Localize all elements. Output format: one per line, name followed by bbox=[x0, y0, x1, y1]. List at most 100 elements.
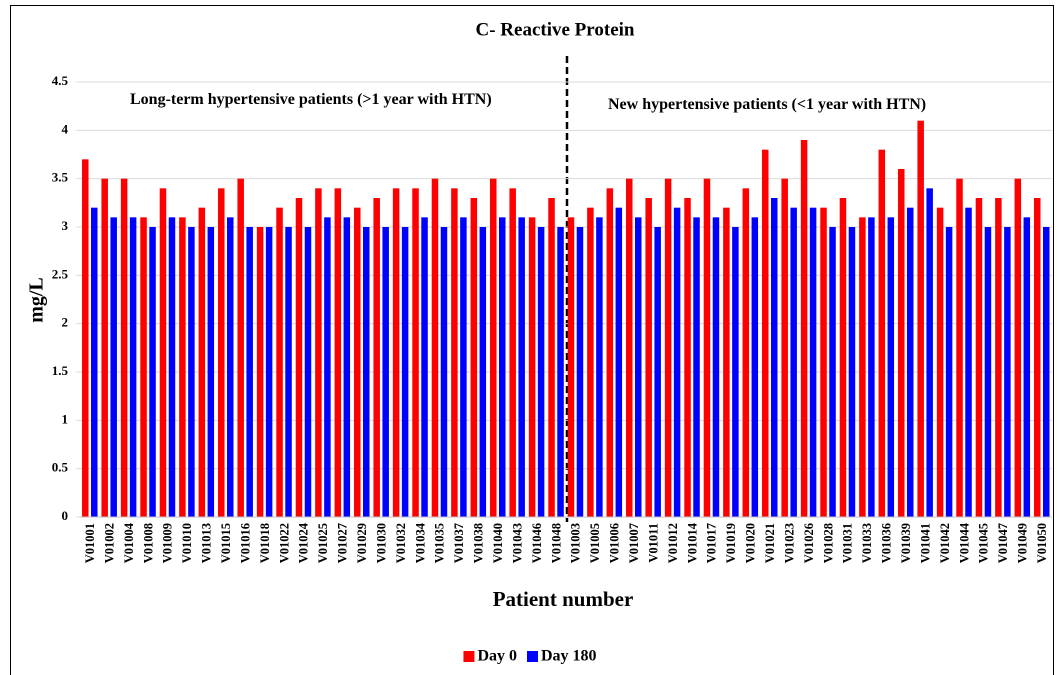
bar bbox=[800, 140, 808, 517]
x-tick-label: V01034 bbox=[413, 522, 427, 563]
x-tick-label: V01039 bbox=[899, 523, 913, 563]
x-tick-label: V01024 bbox=[297, 522, 311, 563]
y-tick-label: 0 bbox=[62, 508, 69, 523]
bar bbox=[596, 217, 603, 518]
x-tick-label: V01037 bbox=[452, 523, 466, 563]
bar bbox=[218, 188, 225, 518]
bar bbox=[421, 217, 428, 518]
x-tick-label: V01027 bbox=[336, 523, 350, 563]
y-tick-label: 4.5 bbox=[52, 73, 69, 88]
bar bbox=[673, 207, 681, 517]
bar bbox=[587, 207, 594, 517]
bar bbox=[848, 227, 856, 517]
x-tick-label: V01035 bbox=[433, 523, 447, 563]
bar bbox=[440, 227, 448, 517]
x-tick-label: V01031 bbox=[841, 523, 855, 563]
bar bbox=[354, 207, 361, 517]
bar bbox=[606, 188, 614, 518]
bar bbox=[179, 217, 186, 518]
bar bbox=[110, 217, 117, 518]
bar bbox=[761, 149, 769, 517]
bar bbox=[917, 120, 924, 518]
bar bbox=[956, 178, 963, 517]
legend-swatch bbox=[463, 651, 475, 662]
bar bbox=[518, 217, 525, 518]
bar bbox=[790, 207, 797, 517]
bar bbox=[859, 217, 866, 518]
bar bbox=[246, 227, 253, 517]
x-tick-label: V01020 bbox=[744, 523, 758, 563]
bar bbox=[451, 188, 458, 518]
bar bbox=[120, 178, 128, 517]
bar bbox=[382, 227, 389, 517]
x-tick-label: V01049 bbox=[1016, 523, 1030, 563]
bar bbox=[567, 217, 575, 518]
y-tick-label: 2.5 bbox=[52, 266, 69, 281]
x-tick-label: V01048 bbox=[549, 523, 563, 563]
bar bbox=[664, 178, 672, 517]
bar bbox=[995, 198, 1002, 517]
bar bbox=[751, 217, 759, 518]
bar bbox=[945, 227, 953, 517]
bar bbox=[1033, 198, 1041, 517]
x-tick-label: V01030 bbox=[374, 523, 388, 563]
bar bbox=[82, 159, 89, 518]
x-tick-label: V01026 bbox=[802, 523, 816, 563]
bar bbox=[936, 207, 944, 517]
bar bbox=[363, 227, 370, 517]
bar bbox=[878, 149, 886, 517]
legend: Day 0 Day 180 bbox=[463, 648, 597, 665]
x-tick-label: V01023 bbox=[782, 523, 796, 563]
x-tick-label: V01012 bbox=[666, 523, 680, 563]
x-tick-label: V01036 bbox=[880, 523, 894, 563]
x-tick-label: V01018 bbox=[258, 523, 272, 563]
bar bbox=[188, 227, 195, 517]
bar bbox=[897, 169, 905, 517]
x-tick-label: V01050 bbox=[1035, 523, 1049, 563]
bar bbox=[490, 178, 497, 517]
bar bbox=[91, 207, 98, 517]
bar bbox=[499, 217, 506, 518]
bar bbox=[809, 207, 817, 517]
bar bbox=[723, 207, 730, 517]
bar bbox=[576, 227, 584, 517]
x-tick-label: V01007 bbox=[627, 523, 641, 563]
x-tick-label: V01009 bbox=[161, 523, 175, 563]
chart-title: C- Reactive Protein bbox=[476, 19, 635, 40]
y-tick-label: 1.5 bbox=[52, 363, 69, 378]
bar bbox=[227, 217, 234, 518]
x-tick-label: V01040 bbox=[491, 523, 505, 563]
bar bbox=[198, 207, 206, 517]
bar bbox=[1014, 178, 1022, 517]
bar bbox=[509, 188, 516, 518]
bar bbox=[140, 217, 147, 518]
bar bbox=[129, 217, 137, 518]
x-tick-label: V01005 bbox=[588, 523, 602, 563]
bar bbox=[159, 188, 167, 518]
bar bbox=[392, 188, 400, 518]
bar bbox=[975, 198, 983, 517]
bar bbox=[839, 198, 847, 517]
bar bbox=[412, 188, 419, 518]
bar bbox=[984, 227, 992, 517]
bar bbox=[742, 188, 750, 518]
x-tick-label: V01011 bbox=[646, 523, 660, 563]
bar bbox=[1042, 227, 1050, 517]
bar bbox=[1004, 227, 1011, 517]
bar bbox=[829, 227, 836, 517]
bar bbox=[625, 178, 633, 517]
bar bbox=[732, 227, 739, 517]
x-tick-label: V01044 bbox=[957, 522, 971, 563]
bar bbox=[315, 188, 322, 518]
y-axis-title: mg/L bbox=[26, 277, 48, 323]
x-axis-title: Patient number bbox=[493, 587, 634, 611]
bar bbox=[334, 188, 342, 518]
bar bbox=[770, 198, 778, 517]
bar bbox=[256, 227, 264, 517]
y-tick-label: 2 bbox=[62, 315, 69, 330]
annotation: New hypertensive patients (<1 year with … bbox=[608, 96, 927, 113]
bar bbox=[373, 198, 380, 517]
x-tick-label: V01010 bbox=[180, 523, 194, 563]
x-tick-label: V01003 bbox=[569, 523, 583, 563]
bar bbox=[645, 198, 652, 517]
